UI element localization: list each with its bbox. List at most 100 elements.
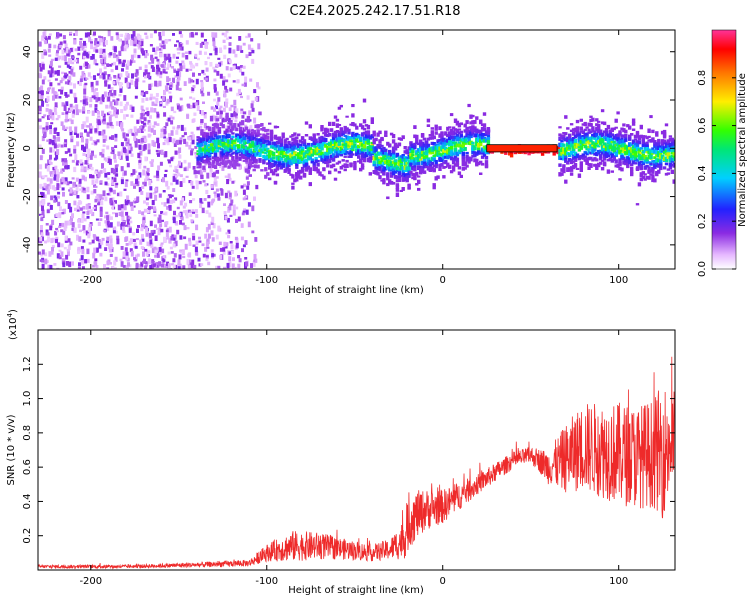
heat-cell	[165, 231, 169, 237]
heat-cell	[156, 64, 159, 70]
heat-cell	[449, 142, 454, 147]
heat-cell	[151, 200, 155, 206]
heat-cell	[148, 122, 152, 129]
heat-cell	[479, 135, 483, 140]
heat-cell	[291, 141, 295, 145]
heat-cell	[49, 178, 53, 184]
heat-cell	[221, 32, 225, 36]
heat-cell	[122, 256, 126, 259]
heat-cell	[96, 124, 100, 130]
heat-cell	[68, 49, 72, 54]
heat-cell	[606, 169, 611, 174]
heat-cell	[310, 153, 314, 157]
heat-cell	[446, 148, 450, 153]
heat-cell	[72, 105, 76, 109]
heat-cell	[211, 237, 215, 242]
heat-cell	[88, 206, 91, 209]
heat-cell	[93, 261, 97, 265]
heat-cell	[602, 142, 607, 146]
heat-cell	[430, 166, 434, 171]
heat-cell	[45, 125, 49, 130]
heat-cell	[93, 77, 97, 80]
heat-cell	[77, 219, 81, 223]
heat-cell	[198, 148, 202, 153]
heat-cell	[204, 144, 208, 148]
heat-cell	[438, 154, 442, 157]
heat-cell	[241, 71, 245, 76]
heat-cell	[333, 148, 338, 154]
heat-cell	[196, 162, 200, 166]
heat-cell	[86, 248, 90, 255]
heat-cell	[583, 123, 587, 127]
heat-cell	[228, 192, 232, 199]
heat-cell	[422, 151, 427, 155]
heat-cell	[195, 224, 199, 231]
heat-cell	[80, 218, 84, 223]
heat-cell	[211, 127, 216, 132]
heat-cell	[133, 197, 137, 202]
heat-cell	[228, 251, 232, 255]
heat-cell	[103, 157, 107, 161]
heat-cell	[156, 123, 160, 126]
heat-cell	[224, 175, 228, 178]
heat-cell	[587, 122, 591, 127]
heat-cell	[599, 141, 603, 145]
heat-cell	[134, 95, 138, 99]
heat-cell	[227, 147, 231, 152]
heat-cell	[207, 56, 210, 60]
heat-cell	[91, 95, 95, 99]
heat-cell	[475, 158, 479, 163]
heat-cell	[389, 153, 394, 157]
heat-cell	[347, 128, 351, 133]
heat-cell	[401, 155, 405, 159]
heat-cell	[459, 145, 463, 148]
heat-cell	[382, 154, 386, 158]
heat-cell	[577, 173, 582, 178]
heat-cell	[112, 189, 116, 195]
heat-cell	[442, 161, 446, 164]
heat-cell	[308, 136, 312, 140]
heat-cell	[48, 115, 52, 119]
heat-cell	[138, 156, 142, 162]
heat-cell	[41, 148, 45, 154]
heat-cell	[90, 81, 94, 88]
heat-cell	[148, 179, 152, 186]
heat-cell	[339, 130, 343, 136]
heat-cell	[62, 230, 66, 235]
heat-cell	[45, 185, 49, 191]
heat-cell	[430, 162, 434, 166]
heat-cell	[233, 164, 237, 169]
heat-cell	[208, 162, 212, 166]
heat-cell	[169, 194, 172, 199]
heat-cell	[156, 253, 160, 258]
heat-cell	[170, 182, 174, 186]
heat-cell	[70, 68, 74, 75]
heat-cell	[269, 129, 274, 134]
heat-cell	[246, 131, 251, 136]
heat-cell	[477, 137, 481, 142]
heat-cell	[125, 71, 129, 76]
heat-cell	[250, 151, 254, 155]
heat-cell	[211, 146, 216, 149]
heat-cell	[271, 144, 276, 147]
heat-cell	[203, 112, 207, 115]
heat-cell	[599, 161, 603, 165]
heat-cell	[211, 160, 216, 164]
heat-cell	[380, 159, 384, 163]
heat-cell	[140, 92, 144, 96]
heat-cell	[217, 57, 221, 60]
heat-cell	[145, 227, 148, 233]
heat-cell	[333, 130, 338, 135]
heat-cell	[453, 142, 458, 146]
heat-cell	[600, 140, 605, 144]
heat-cell	[407, 156, 411, 159]
heat-cell	[268, 177, 272, 181]
heat-cell	[225, 147, 229, 151]
heat-cell	[469, 126, 473, 130]
heat-cell	[246, 185, 250, 190]
heat-cell	[54, 94, 58, 99]
heat-cell	[245, 261, 249, 267]
heat-cell	[428, 166, 432, 170]
heat-cell	[214, 47, 218, 53]
heat-cell	[328, 150, 332, 153]
